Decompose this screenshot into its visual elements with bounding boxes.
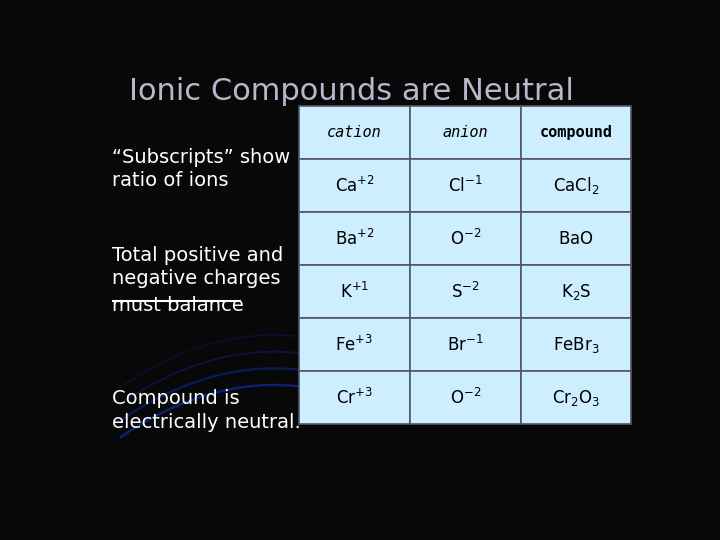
FancyBboxPatch shape	[521, 372, 631, 424]
Text: $\mathsf{FeBr}_{3}$: $\mathsf{FeBr}_{3}$	[552, 335, 599, 355]
Text: $\mathsf{CaCl}_{2}$: $\mathsf{CaCl}_{2}$	[553, 176, 599, 197]
Text: $\mathsf{BaO}$: $\mathsf{BaO}$	[558, 230, 594, 248]
Text: $\mathsf{Br}^{-1}$: $\mathsf{Br}^{-1}$	[447, 335, 484, 355]
Text: $\mathsf{K}_{2}\mathsf{S}$: $\mathsf{K}_{2}\mathsf{S}$	[561, 282, 591, 302]
FancyBboxPatch shape	[410, 159, 521, 212]
Text: cation: cation	[327, 125, 382, 140]
FancyBboxPatch shape	[521, 266, 631, 319]
Text: must balance: must balance	[112, 295, 244, 315]
Text: $\mathsf{O}^{-2}$: $\mathsf{O}^{-2}$	[449, 388, 481, 408]
Text: $\mathsf{O}^{-2}$: $\mathsf{O}^{-2}$	[449, 229, 481, 249]
Text: $\mathsf{K}^{+1}$: $\mathsf{K}^{+1}$	[340, 282, 369, 302]
Text: Compound is
electrically neutral.: Compound is electrically neutral.	[112, 389, 301, 431]
FancyBboxPatch shape	[300, 159, 410, 212]
FancyBboxPatch shape	[300, 266, 410, 319]
Text: Ionic Compounds are Neutral: Ionic Compounds are Neutral	[129, 77, 574, 106]
Text: $\mathsf{Cr}^{+3}$: $\mathsf{Cr}^{+3}$	[336, 388, 373, 408]
Text: compound: compound	[539, 125, 613, 140]
Text: “Subscripts” show
ratio of ions: “Subscripts” show ratio of ions	[112, 148, 291, 191]
FancyBboxPatch shape	[521, 212, 631, 266]
FancyBboxPatch shape	[300, 212, 410, 266]
FancyBboxPatch shape	[300, 106, 410, 159]
FancyBboxPatch shape	[410, 372, 521, 424]
FancyBboxPatch shape	[300, 372, 410, 424]
Text: Total positive and
negative charges: Total positive and negative charges	[112, 246, 284, 288]
FancyBboxPatch shape	[410, 266, 521, 319]
FancyBboxPatch shape	[410, 212, 521, 266]
Text: $\mathsf{Ba}^{+2}$: $\mathsf{Ba}^{+2}$	[335, 229, 374, 249]
Text: $\mathsf{Cl}^{-1}$: $\mathsf{Cl}^{-1}$	[448, 176, 482, 196]
Text: $\mathsf{Fe}^{+3}$: $\mathsf{Fe}^{+3}$	[336, 335, 374, 355]
FancyBboxPatch shape	[521, 319, 631, 372]
FancyBboxPatch shape	[300, 319, 410, 372]
FancyBboxPatch shape	[521, 159, 631, 212]
Text: anion: anion	[443, 125, 488, 140]
FancyBboxPatch shape	[410, 319, 521, 372]
FancyBboxPatch shape	[521, 106, 631, 159]
Text: $\mathsf{Ca}^{+2}$: $\mathsf{Ca}^{+2}$	[335, 176, 374, 196]
Text: $\mathsf{Cr}_{2}\mathsf{O}_{3}$: $\mathsf{Cr}_{2}\mathsf{O}_{3}$	[552, 388, 600, 408]
FancyBboxPatch shape	[410, 106, 521, 159]
Text: $\mathsf{S}^{-2}$: $\mathsf{S}^{-2}$	[451, 282, 480, 302]
